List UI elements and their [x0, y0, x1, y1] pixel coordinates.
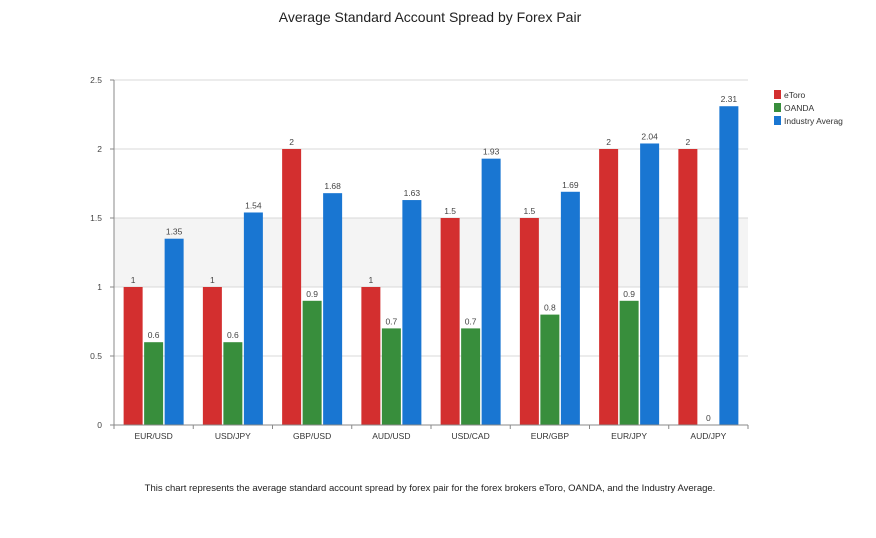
data-label: 1.63	[404, 188, 421, 198]
chart-title: Average Standard Account Spread by Forex…	[278, 9, 582, 25]
bar	[164, 238, 184, 425]
bar	[461, 328, 481, 425]
bar	[302, 300, 322, 425]
bar	[282, 149, 302, 425]
y-tick-label: 2	[97, 144, 102, 154]
bar	[440, 218, 460, 425]
data-label: 0.9	[623, 289, 635, 299]
data-label: 2	[686, 137, 691, 147]
data-label: 2	[606, 137, 611, 147]
chart-caption: This chart represents the average standa…	[144, 483, 716, 494]
data-label: 2.31	[721, 94, 738, 104]
bar	[223, 342, 243, 425]
bar	[144, 342, 164, 425]
data-label: 0.7	[385, 316, 397, 326]
legend-swatch	[774, 90, 781, 99]
data-label: 1.68	[324, 181, 341, 191]
data-label: 1.35	[166, 227, 183, 237]
legend-swatch	[774, 103, 781, 112]
legend-label: Industry Averag	[784, 116, 843, 126]
bar	[519, 218, 539, 425]
data-label: 1.69	[562, 180, 579, 190]
x-tick-label: EUR/GBP	[531, 431, 570, 441]
x-tick-label: USD/CAD	[451, 431, 489, 441]
legend-label: OANDA	[784, 103, 815, 113]
bar	[402, 200, 422, 425]
value-labels: 1 0.6 1.35 1 0.6 1.54 2 0.9 1.68 1 0.7 1.63 1.5 0.7 1.…	[131, 94, 738, 423]
data-label: 0.6	[227, 330, 239, 340]
y-axis-ticks: 0 0.5 1 1.5 2 2.5	[90, 75, 114, 430]
bar	[243, 212, 263, 425]
y-tick-label: 2.5	[90, 75, 102, 85]
x-tick-label: EUR/USD	[134, 431, 172, 441]
data-label: 0.7	[465, 316, 477, 326]
bar	[640, 143, 660, 426]
bar	[560, 191, 580, 425]
bars	[123, 106, 739, 426]
data-label: 0.9	[306, 289, 318, 299]
y-tick-label: 1.5	[90, 213, 102, 223]
bar	[719, 106, 739, 425]
bar	[202, 287, 222, 425]
x-tick-label: AUD/JPY	[690, 431, 726, 441]
data-label: 2.04	[641, 131, 658, 141]
x-tick-label: USD/JPY	[215, 431, 251, 441]
y-tick-label: 1	[97, 282, 102, 292]
bar	[381, 328, 401, 425]
bar	[678, 149, 698, 425]
legend-swatch	[774, 116, 781, 125]
bar	[361, 287, 381, 425]
data-label: 1.93	[483, 147, 500, 157]
bar	[323, 193, 343, 425]
bar	[619, 300, 639, 425]
x-tick-label: GBP/USD	[293, 431, 331, 441]
data-label: 1	[131, 275, 136, 285]
bar-chart: 1 0.6 1.35 1 0.6 1.54 2 0.9 1.68 1 0.7 1.63 1.5 0.7 1.…	[90, 75, 843, 441]
y-tick-label: 0.5	[90, 351, 102, 361]
data-label: 0.6	[148, 330, 160, 340]
data-label: 2	[289, 137, 294, 147]
bar	[481, 158, 501, 425]
y-tick-label: 0	[97, 420, 102, 430]
data-label: 0.8	[544, 303, 556, 313]
data-label: 1	[369, 275, 374, 285]
x-tick-label: AUD/USD	[372, 431, 410, 441]
data-label: 1.54	[245, 200, 262, 210]
legend: eToro OANDA Industry Averag	[774, 90, 843, 126]
x-tick-label: EUR/JPY	[611, 431, 647, 441]
legend-label: eToro	[784, 90, 806, 100]
bar	[540, 314, 560, 425]
data-label: 1.5	[523, 206, 535, 216]
bar	[599, 149, 619, 425]
x-axis-ticks: EUR/USD USD/JPY GBP/USD AUD/USD USD/CAD EUR/G…	[113, 425, 749, 441]
data-label: 1	[210, 275, 215, 285]
data-label: 1.5	[444, 206, 456, 216]
bar	[123, 287, 143, 425]
data-label: 0	[706, 413, 711, 423]
